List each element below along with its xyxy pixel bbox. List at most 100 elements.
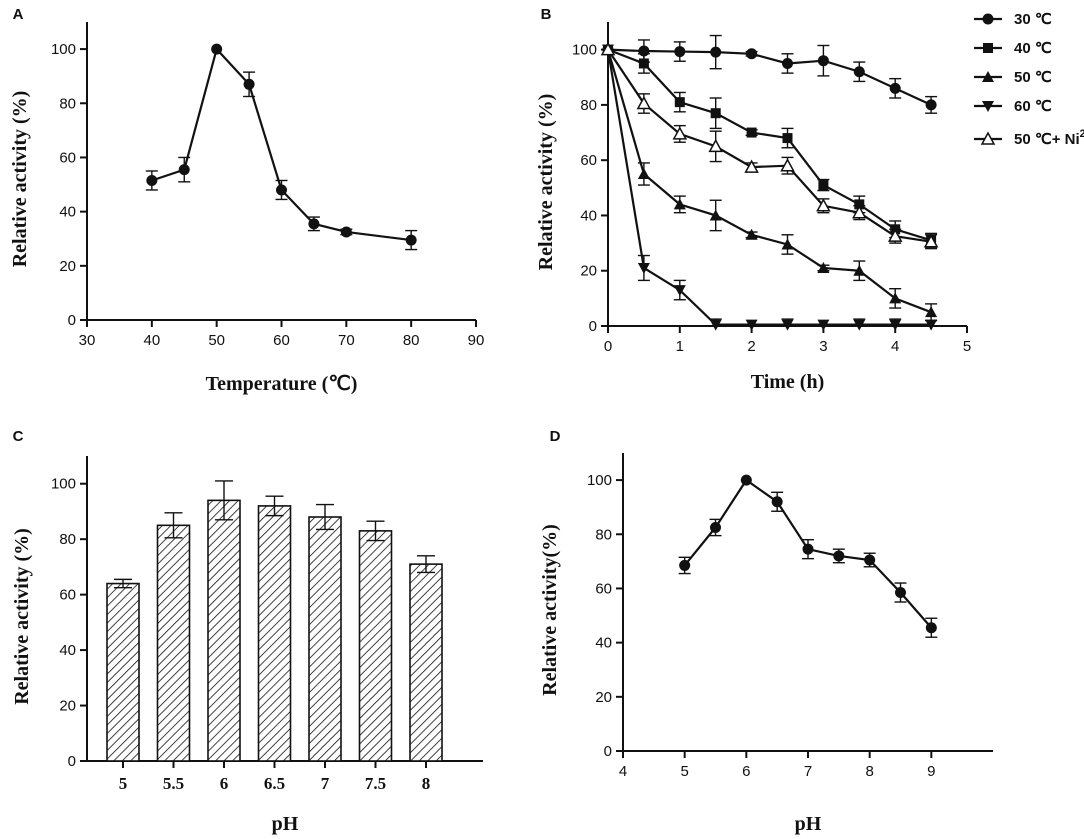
x-tick-label: 5 — [680, 763, 688, 780]
data-point — [308, 218, 320, 230]
y-tick-label: 100 — [587, 472, 612, 489]
data-point — [802, 543, 814, 555]
panel-letter: B — [541, 6, 552, 23]
series-3 — [602, 44, 938, 331]
x-tick-label: 6.5 — [264, 774, 285, 793]
x-tick-label: 40 — [143, 332, 160, 349]
y-tick-label: 20 — [59, 258, 76, 275]
x-tick-label: 7 — [804, 763, 812, 780]
x-tick-label: 4 — [619, 763, 627, 780]
y-axis-title: Relative activity (%) — [9, 91, 31, 268]
x-tick-label: 90 — [468, 332, 485, 349]
data-point — [780, 158, 795, 172]
x-tick-label: 3 — [819, 338, 827, 355]
data-point — [243, 78, 255, 90]
x-tick-label: 9 — [927, 763, 935, 780]
series-line — [607, 48, 932, 242]
bar — [358, 530, 393, 762]
y-tick-label: 80 — [59, 531, 76, 548]
data-point — [276, 184, 287, 196]
legend-label: 50 ℃+ Ni2+ — [1014, 128, 1084, 148]
y-tick-label: 80 — [59, 95, 76, 112]
data-point — [852, 205, 867, 219]
data-point — [636, 95, 652, 110]
x-tick-label: 0 — [604, 338, 612, 355]
data-point — [782, 57, 793, 69]
data-point — [672, 126, 688, 140]
y-tick-label: 20 — [59, 698, 76, 715]
y-axis-title: Relative activity (%) — [11, 528, 33, 705]
series-line — [607, 48, 932, 106]
legend-label: 50 ℃ — [1014, 69, 1052, 86]
x-axis-title: Temperature (℃) — [206, 373, 358, 395]
data-point — [781, 238, 794, 250]
data-point — [211, 43, 223, 55]
data-point — [673, 198, 686, 210]
x-tick-label: 2 — [747, 338, 755, 355]
data-point — [895, 587, 906, 599]
data-point — [853, 66, 865, 78]
bar — [308, 516, 342, 762]
data-point — [744, 159, 759, 173]
y-tick-label: 40 — [59, 204, 76, 221]
series-line — [606, 49, 932, 314]
legend-marker — [982, 13, 994, 25]
data-point — [816, 198, 831, 212]
data-point — [817, 261, 830, 273]
panel-letter: A — [13, 6, 24, 23]
data-point — [600, 42, 616, 56]
data-point — [146, 174, 158, 186]
data-point — [925, 622, 937, 634]
data-point — [781, 319, 794, 331]
bar — [409, 563, 443, 762]
data-point — [638, 58, 649, 69]
legend: 30 ℃ 40 ℃ 50 ℃ 60 ℃ 50 ℃+ Ni2+ — [974, 11, 1084, 148]
series-1 — [603, 44, 938, 248]
x-tick-label: 7.5 — [365, 774, 386, 793]
data-point — [746, 48, 758, 60]
data-point — [925, 306, 938, 318]
data-point — [178, 164, 190, 176]
y-tick-label: 40 — [580, 207, 597, 224]
data-point — [925, 319, 938, 331]
y-tick-label: 40 — [595, 635, 612, 652]
data-point — [710, 522, 721, 533]
data-point — [674, 97, 685, 108]
x-tick-label: 30 — [79, 332, 96, 349]
x-axis-title: Time (h) — [751, 371, 825, 393]
series-0 — [602, 34, 938, 114]
series-0 — [678, 474, 938, 638]
series-line — [151, 46, 412, 242]
data-point — [710, 46, 722, 58]
x-tick-label: 8 — [865, 763, 873, 780]
x-tick-label: 7 — [321, 774, 330, 793]
data-point — [405, 234, 417, 246]
legend-superscript: 2+ — [1080, 128, 1084, 140]
data-point — [923, 234, 939, 248]
data-point — [889, 82, 901, 94]
data-point — [925, 99, 937, 111]
data-point — [710, 108, 721, 119]
x-tick-label: 4 — [891, 338, 899, 355]
y-axis-title: Relative activity (%) — [535, 94, 557, 271]
data-point — [709, 319, 722, 331]
data-point — [833, 550, 845, 562]
data-point — [673, 285, 686, 297]
panel-letter: D — [550, 428, 561, 445]
data-point — [853, 319, 866, 331]
x-tick-label: 70 — [338, 332, 355, 349]
data-point — [818, 180, 829, 191]
y-tick-label: 60 — [595, 580, 612, 597]
x-tick-label: 80 — [403, 332, 420, 349]
legend-marker — [980, 131, 996, 145]
panel-b-chart: 0 20 40 60 80 100 0 1 2 3 4 5 B Time (h) Relative acti… — [535, 6, 1084, 393]
legend-label: 60 ℃ — [1014, 98, 1052, 115]
panel-letter: C — [13, 428, 24, 445]
bar — [257, 505, 292, 762]
data-point — [745, 228, 758, 240]
panel-d-chart: 0 20 40 60 80 100 4 5 6 7 8 9 DpH Relative activity(%… — [539, 428, 993, 835]
data-point — [746, 127, 757, 138]
data-point — [709, 209, 722, 221]
y-tick-label: 80 — [595, 526, 612, 543]
